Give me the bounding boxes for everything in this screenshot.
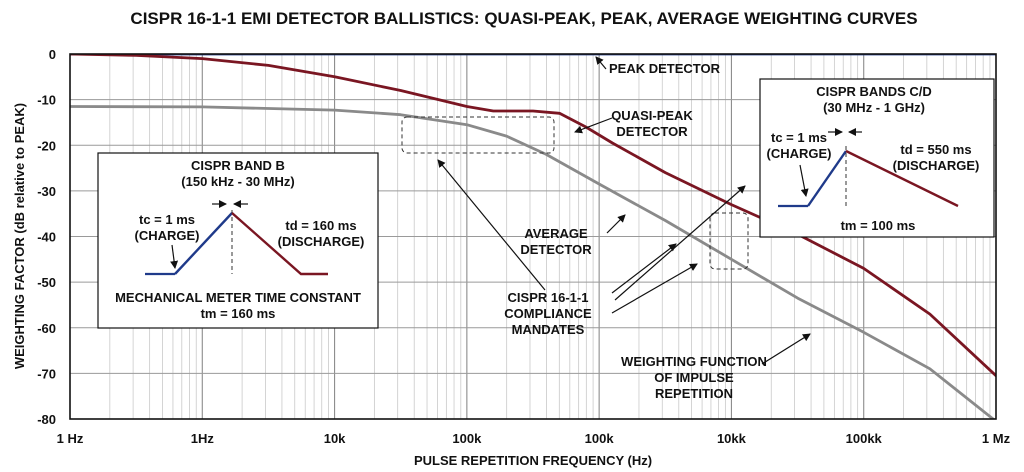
x-tick-label: 10k [324, 431, 346, 446]
leader-peak [595, 56, 607, 70]
leader-average [606, 214, 626, 234]
y-tick-label: -30 [37, 184, 56, 199]
x-tick-label: 100k [585, 431, 615, 446]
chart-title: CISPR 16-1-1 EMI DETECTOR BALLISTICS: QU… [130, 9, 917, 28]
leader-compliance-1 [437, 159, 546, 291]
leader-quasi-peak [574, 117, 613, 134]
band-cd-range: (30 MHz - 1 GHz) [823, 100, 925, 115]
band-cd-tc: tc = 1 ms [771, 130, 827, 145]
label-peak-detector: PEAK DETECTOR [609, 61, 721, 76]
compliance-box-band-b [401, 116, 555, 154]
leader-compliance-2 [611, 263, 698, 314]
x-tick-label: 100k [452, 431, 482, 446]
label-compliance-1: CISPR 16-1-1 [508, 290, 589, 305]
label-weighting-1: WEIGHTING FUNCTION [621, 354, 767, 369]
inset-band-cd: CISPR BANDS C/D (30 MHz - 1 GHz) tc = 1 … [759, 78, 995, 238]
band-b-charge-label: (CHARGE) [135, 228, 200, 243]
label-average-1: AVERAGE [524, 226, 588, 241]
x-tick-label: 100kk [846, 431, 883, 446]
band-b-charge [174, 212, 233, 275]
band-b-note: MECHANICAL METER TIME CONSTANT [115, 290, 361, 305]
compliance-box-band-cd [709, 212, 749, 270]
band-cd-discharge-label: (DISCHARGE) [893, 158, 980, 173]
leader-average-2 [611, 243, 677, 294]
label-quasi-peak-1: QUASI-PEAK [611, 108, 693, 123]
band-cd-td: td = 550 ms [900, 142, 971, 157]
band-cd-charge-arrow [799, 164, 809, 197]
band-b-td: td = 160 ms [285, 218, 356, 233]
band-b-discharge [231, 212, 328, 276]
y-tick-label: -70 [37, 366, 56, 381]
band-b-discharge-label: (DISCHARGE) [278, 234, 365, 249]
band-b-tm: tm = 160 ms [201, 306, 276, 321]
band-cd-charge [807, 150, 847, 207]
inset-band-b: CISPR BAND B (150 kHz - 30 MHz) tc = 1 m… [97, 152, 379, 329]
y-tick-label: -10 [37, 93, 56, 108]
x-axis-label: PULSE REPETITION FREQUENCY (Hz) [414, 453, 652, 468]
label-average-2: DETECTOR [520, 242, 592, 257]
plot-frame [69, 53, 997, 420]
y-axis-label: WEIGHTING FACTOR (dB relative to PEAK) [12, 103, 27, 369]
band-b-tc: tc = 1 ms [139, 212, 195, 227]
x-tick-label: 1 Mz [982, 431, 1011, 446]
band-cd-title: CISPR BANDS C/D [816, 84, 932, 99]
label-compliance-3: MANDATES [512, 322, 585, 337]
axis-ticks: 0 -10 -20 -30 -40 -50 -60 -70 -801 Hz 1Hz 10k 100k 1… [37, 47, 1010, 446]
y-tick-label: -20 [37, 138, 56, 153]
y-tick-label: -80 [37, 412, 56, 427]
label-weighting-3: REPETITION [655, 386, 733, 401]
y-tick-label: -60 [37, 321, 56, 336]
band-b-charge-arrow [170, 244, 179, 269]
band-b-title: CISPR BAND B [191, 158, 285, 173]
label-weighting-2: OF IMPULSE [654, 370, 734, 385]
series-line-quasi-peak-detector [70, 54, 996, 378]
label-compliance-2: COMPLIANCE [504, 306, 592, 321]
leader-weighting [761, 333, 811, 365]
x-tick-label: 1Hz [191, 431, 215, 446]
y-tick-label: 0 [49, 47, 56, 62]
series-layer [70, 54, 996, 419]
y-tick-label: -40 [37, 230, 56, 245]
x-tick-label: 10kk [717, 431, 747, 446]
band-cd-charge-label: (CHARGE) [767, 146, 832, 161]
y-tick-label: -50 [37, 275, 56, 290]
band-b-range: (150 kHz - 30 MHz) [181, 174, 294, 189]
band-cd-discharge [845, 149, 959, 208]
series-line-average-detector [70, 105, 996, 419]
label-quasi-peak-2: DETECTOR [616, 124, 688, 139]
band-cd-tm: tm = 100 ms [841, 218, 916, 233]
leader-compliance-3 [614, 185, 746, 301]
x-tick-label: 1 Hz [57, 431, 84, 446]
